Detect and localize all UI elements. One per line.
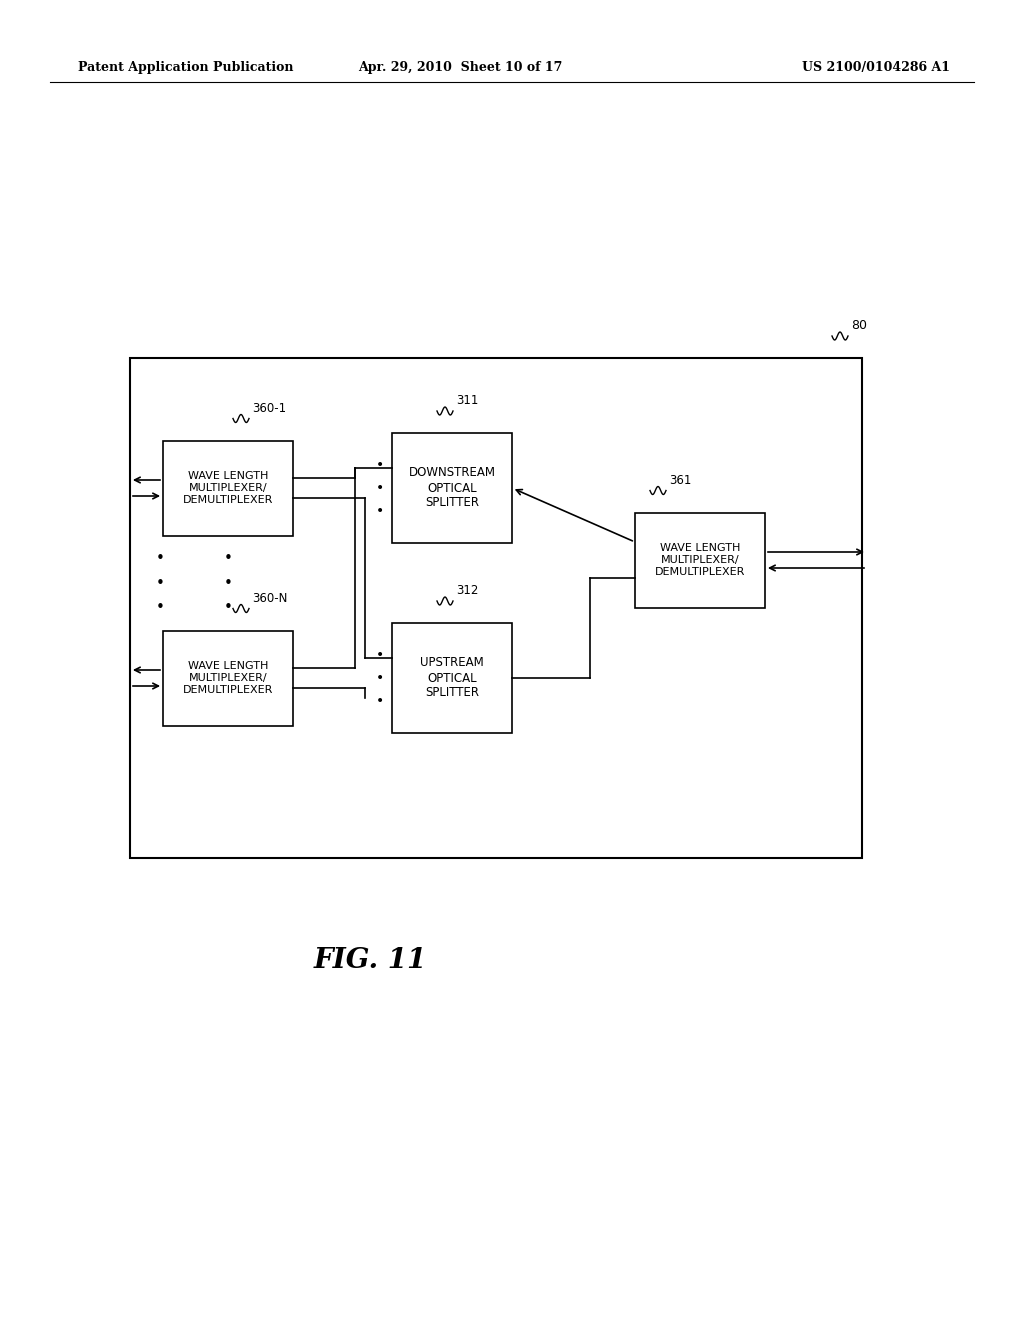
Bar — [635, 512, 765, 607]
Text: 361: 361 — [669, 474, 691, 487]
Text: WAVE LENGTH
MULTIPLEXER/
DEMULTIPLEXER: WAVE LENGTH MULTIPLEXER/ DEMULTIPLEXER — [654, 544, 745, 577]
Text: UPSTREAM
OPTICAL
SPLITTER: UPSTREAM OPTICAL SPLITTER — [420, 656, 484, 700]
Text: 311: 311 — [456, 393, 478, 407]
Bar — [130, 358, 862, 858]
Text: WAVE LENGTH
MULTIPLEXER/
DEMULTIPLEXER: WAVE LENGTH MULTIPLEXER/ DEMULTIPLEXER — [183, 471, 273, 504]
Bar — [392, 433, 512, 543]
Text: •
•
•: • • • — [376, 458, 384, 517]
Text: 360-1: 360-1 — [252, 401, 286, 414]
Text: WAVE LENGTH
MULTIPLEXER/
DEMULTIPLEXER: WAVE LENGTH MULTIPLEXER/ DEMULTIPLEXER — [183, 661, 273, 694]
Text: •
•
•: • • • — [223, 550, 232, 615]
Text: FIG. 11: FIG. 11 — [313, 946, 427, 974]
Bar — [392, 623, 512, 733]
Bar — [163, 441, 293, 536]
Text: 80: 80 — [851, 319, 867, 333]
Text: •
•
•: • • • — [376, 648, 384, 708]
Bar — [163, 631, 293, 726]
Text: 360-N: 360-N — [252, 591, 288, 605]
Text: 312: 312 — [456, 583, 478, 597]
Text: Apr. 29, 2010  Sheet 10 of 17: Apr. 29, 2010 Sheet 10 of 17 — [357, 62, 562, 74]
Text: DOWNSTREAM
OPTICAL
SPLITTER: DOWNSTREAM OPTICAL SPLITTER — [409, 466, 496, 510]
Text: Patent Application Publication: Patent Application Publication — [78, 62, 294, 74]
Text: •
•
•: • • • — [156, 550, 165, 615]
Text: US 2100/0104286 A1: US 2100/0104286 A1 — [802, 62, 950, 74]
